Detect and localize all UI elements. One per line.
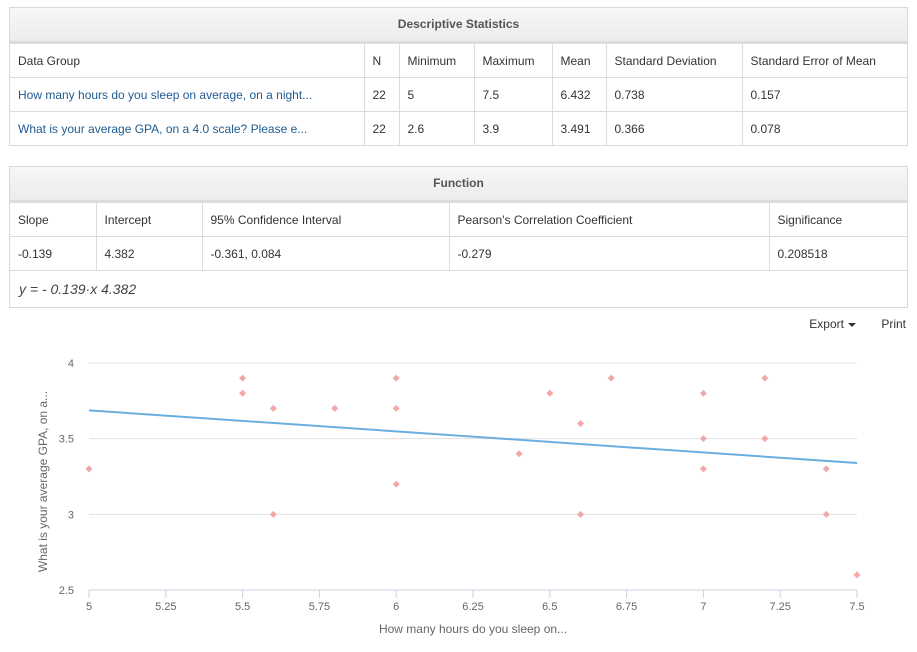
header-n: N xyxy=(364,44,400,78)
data-point[interactable] xyxy=(577,510,585,518)
y-axis-ticks: 2.5 3 3.5 4 xyxy=(59,358,74,597)
data-point[interactable] xyxy=(699,435,707,443)
cell-standard-error: 0.157 xyxy=(742,77,907,112)
header-slope: Slope xyxy=(10,203,97,237)
table-row: How many hours do you sleep on average, … xyxy=(10,77,907,112)
caret-down-icon xyxy=(847,322,856,327)
x-tick-label: 7.25 xyxy=(769,601,790,613)
export-label: Export xyxy=(809,317,844,331)
y-tick-label: 4 xyxy=(68,358,74,370)
cell-standard-deviation: 0.738 xyxy=(606,77,743,112)
y-tick-label: 2.5 xyxy=(59,585,74,597)
print-button[interactable]: Print xyxy=(881,317,906,331)
table-row: -0.139 4.382 -0.361, 0.084 -0.279 0.2085… xyxy=(10,236,907,270)
table-header-row: Data Group N Minimum Maximum Mean Standa… xyxy=(10,44,907,78)
function-table: Slope Intercept 95% Confidence Interval … xyxy=(10,203,907,270)
cell-pearson-coefficient: -0.279 xyxy=(449,236,770,270)
header-pearson-coefficient: Pearson's Correlation Coefficient xyxy=(449,203,770,237)
data-point[interactable] xyxy=(85,465,93,473)
data-point[interactable] xyxy=(331,404,339,412)
cell-intercept: 4.382 xyxy=(96,236,203,270)
cell-minimum: 2.6 xyxy=(399,111,475,145)
data-group-link[interactable]: How many hours do you sleep on average, … xyxy=(10,77,365,112)
data-point[interactable] xyxy=(822,510,830,518)
cell-standard-deviation: 0.366 xyxy=(606,111,743,145)
cell-significance: 0.208518 xyxy=(769,236,907,270)
header-standard-error: Standard Error of Mean xyxy=(750,53,876,68)
data-point[interactable] xyxy=(515,450,523,458)
data-group-link[interactable]: What is your average GPA, on a 4.0 scale… xyxy=(10,111,365,145)
header-intercept: Intercept xyxy=(96,203,203,237)
cell-minimum: 5 xyxy=(399,77,475,112)
data-point[interactable] xyxy=(546,389,554,397)
header-standard-deviation: Standard Deviation xyxy=(606,44,743,78)
cell-mean: 3.491 xyxy=(552,111,607,145)
cell-maximum: 3.9 xyxy=(474,111,553,145)
table-row: What is your average GPA, on a 4.0 scale… xyxy=(10,111,907,145)
data-point[interactable] xyxy=(822,465,830,473)
x-tick-label: 5 xyxy=(86,601,92,613)
cell-n: 22 xyxy=(364,77,400,112)
data-point[interactable] xyxy=(239,374,247,382)
header-minimum: Minimum xyxy=(399,44,475,78)
x-axis-ticks: 5 5.25 5.5 5.75 6 6.25 6.5 6.75 7 7.25 7.5 xyxy=(86,590,865,613)
x-tick-label: 6.75 xyxy=(616,601,637,613)
header-confidence-interval: 95% Confidence Interval xyxy=(202,203,450,237)
data-point[interactable] xyxy=(269,510,277,518)
x-tick-label: 6.5 xyxy=(542,601,557,613)
x-tick-label: 5.5 xyxy=(235,601,250,613)
function-title: Function xyxy=(10,167,907,203)
x-tick-label: 7 xyxy=(700,601,706,613)
data-point[interactable] xyxy=(853,571,861,579)
header-data-group: Data Group xyxy=(10,44,365,78)
x-tick-label: 6 xyxy=(393,601,399,613)
cell-mean: 6.432 xyxy=(552,77,607,112)
cell-standard-error: 0.078 xyxy=(742,111,907,145)
header-mean: Mean xyxy=(552,44,607,78)
header-significance: Significance xyxy=(777,212,843,227)
x-axis-label: How many hours do you sleep on... xyxy=(379,622,567,636)
descriptive-statistics-title: Descriptive Statistics xyxy=(10,8,907,44)
x-tick-label: 5.75 xyxy=(309,601,330,613)
regression-formula: y = - 0.139·x 4.382 xyxy=(10,270,907,307)
data-point[interactable] xyxy=(761,435,769,443)
data-points xyxy=(85,374,861,579)
y-tick-label: 3.5 xyxy=(59,434,74,446)
regression-line xyxy=(88,409,858,464)
data-point[interactable] xyxy=(269,404,277,412)
data-point[interactable] xyxy=(761,374,769,382)
x-tick-label: 7.5 xyxy=(849,601,864,613)
x-tick-label: 6.25 xyxy=(462,601,483,613)
y-axis-label: What is your average GPA, on a... xyxy=(36,391,50,572)
chart-toolbar: Export Print xyxy=(787,317,906,331)
data-point[interactable] xyxy=(577,420,585,428)
function-panel: Function Slope Intercept 95% Confidence … xyxy=(9,166,908,308)
data-point[interactable] xyxy=(392,480,400,488)
data-point[interactable] xyxy=(607,374,615,382)
data-point[interactable] xyxy=(699,389,707,397)
descriptive-statistics-panel: Descriptive Statistics Data Group N Mini… xyxy=(9,7,908,146)
data-point[interactable] xyxy=(699,465,707,473)
cell-confidence-interval: -0.361, 0.084 xyxy=(202,236,450,270)
table-header-row: Slope Intercept 95% Confidence Interval … xyxy=(10,203,907,237)
cell-n: 22 xyxy=(364,111,400,145)
data-point[interactable] xyxy=(392,404,400,412)
data-point[interactable] xyxy=(392,374,400,382)
grid-lines xyxy=(89,362,857,515)
x-tick-label: 5.25 xyxy=(155,601,176,613)
cell-slope: -0.139 xyxy=(10,236,97,270)
export-button[interactable]: Export xyxy=(809,317,856,331)
data-point[interactable] xyxy=(239,389,247,397)
y-tick-label: 3 xyxy=(68,509,74,521)
cell-maximum: 7.5 xyxy=(474,77,553,112)
scatter-chart: 2.5 3 3.5 4 5 5.25 5.5 5.75 6 6.25 6.5 6.75 7 7.25 7.… xyxy=(36,358,865,636)
header-maximum: Maximum xyxy=(474,44,553,78)
descriptive-statistics-table: Data Group N Minimum Maximum Mean Standa… xyxy=(10,44,907,145)
